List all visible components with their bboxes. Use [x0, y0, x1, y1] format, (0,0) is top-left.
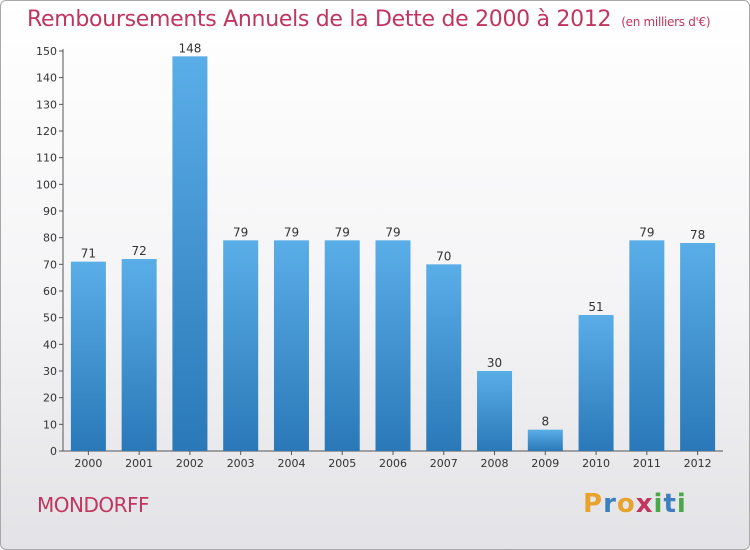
value-label-2008: 30 — [487, 356, 502, 370]
value-label-2003: 79 — [233, 225, 248, 239]
x-tick-label-2001: 2001 — [125, 457, 153, 470]
x-tick-label-2006: 2006 — [379, 457, 407, 470]
value-label-2011: 79 — [639, 225, 654, 239]
y-tick-label: 110 — [36, 152, 57, 165]
chart-title-text: Remboursements Annuels de la Dette de 20… — [27, 7, 612, 32]
y-tick-label: 50 — [43, 312, 57, 325]
logo-letter: x — [635, 489, 654, 519]
bar-2003 — [223, 240, 259, 451]
logo-letter: r — [603, 489, 617, 519]
value-label-2009: 8 — [541, 415, 549, 429]
y-tick-label: 150 — [36, 45, 57, 58]
bar-2012 — [680, 243, 716, 451]
logo-letter: i — [676, 489, 687, 519]
logo-letter: t — [663, 489, 677, 519]
x-tick-label-2011: 2011 — [633, 457, 661, 470]
value-label-2000: 71 — [81, 247, 96, 261]
bar-2001 — [121, 259, 157, 451]
value-label-2002: 148 — [178, 41, 201, 55]
y-tick-label: 40 — [43, 338, 57, 351]
bar-2010 — [578, 315, 614, 451]
bar-2004 — [273, 240, 309, 451]
axes: 0 10 20 30 40 50 60 70 80 90 100 110 120 130 140 150 — [36, 45, 723, 458]
y-tick-label: 30 — [43, 365, 57, 378]
value-label-2012: 78 — [690, 228, 705, 242]
bar-2006 — [375, 240, 411, 451]
value-label-2007: 70 — [436, 249, 451, 263]
bar-2000 — [70, 261, 106, 451]
y-tick-label: 140 — [36, 72, 57, 85]
bar-2002 — [172, 56, 208, 451]
x-tick-label-2002: 2002 — [176, 457, 204, 470]
commune-name: MONDORFF — [37, 493, 150, 517]
bars-group — [70, 56, 716, 451]
chart-title: Remboursements Annuels de la Dette de 20… — [27, 7, 711, 32]
labels-group: 2000 71 2001 72 2002 148 2003 79 2004 79 2005 79 200… — [74, 41, 711, 470]
y-tick-label: 0 — [50, 445, 57, 458]
y-tick-label: 60 — [43, 285, 57, 298]
value-label-2001: 72 — [132, 244, 147, 258]
x-tick-label-2007: 2007 — [430, 457, 458, 470]
value-label-2004: 79 — [284, 225, 299, 239]
bar-2008 — [477, 371, 513, 451]
x-tick-label-2005: 2005 — [328, 457, 356, 470]
x-tick-label-2012: 2012 — [684, 457, 712, 470]
x-tick-label-2003: 2003 — [227, 457, 255, 470]
logo-letter: o — [616, 489, 636, 519]
y-tick-label: 10 — [43, 418, 57, 431]
y-tick-label: 130 — [36, 98, 57, 111]
bar-2005 — [324, 240, 360, 451]
y-tick-label: 120 — [36, 125, 57, 138]
proxiti-logo: Proxiti — [583, 489, 687, 519]
y-tick-label: 90 — [43, 205, 57, 218]
value-label-2010: 51 — [588, 300, 603, 314]
y-tick-label: 80 — [43, 232, 57, 245]
x-tick-label-2008: 2008 — [481, 457, 509, 470]
bar-2009 — [527, 429, 563, 451]
x-tick-label-2004: 2004 — [277, 457, 305, 470]
value-label-2005: 79 — [335, 225, 350, 239]
logo-letter: i — [653, 489, 664, 519]
x-tick-label-2009: 2009 — [531, 457, 559, 470]
y-tick-label: 70 — [43, 258, 57, 271]
logo-letter: P — [583, 489, 604, 519]
value-label-2006: 79 — [385, 225, 400, 239]
unit-note: (en milliers d'€) — [621, 15, 711, 29]
bar-2007 — [426, 264, 462, 451]
bar-2011 — [629, 240, 665, 451]
x-tick-label-2000: 2000 — [74, 457, 102, 470]
y-tick-label: 100 — [36, 178, 57, 191]
y-tick-label: 20 — [43, 392, 57, 405]
x-tick-label-2010: 2010 — [582, 457, 610, 470]
